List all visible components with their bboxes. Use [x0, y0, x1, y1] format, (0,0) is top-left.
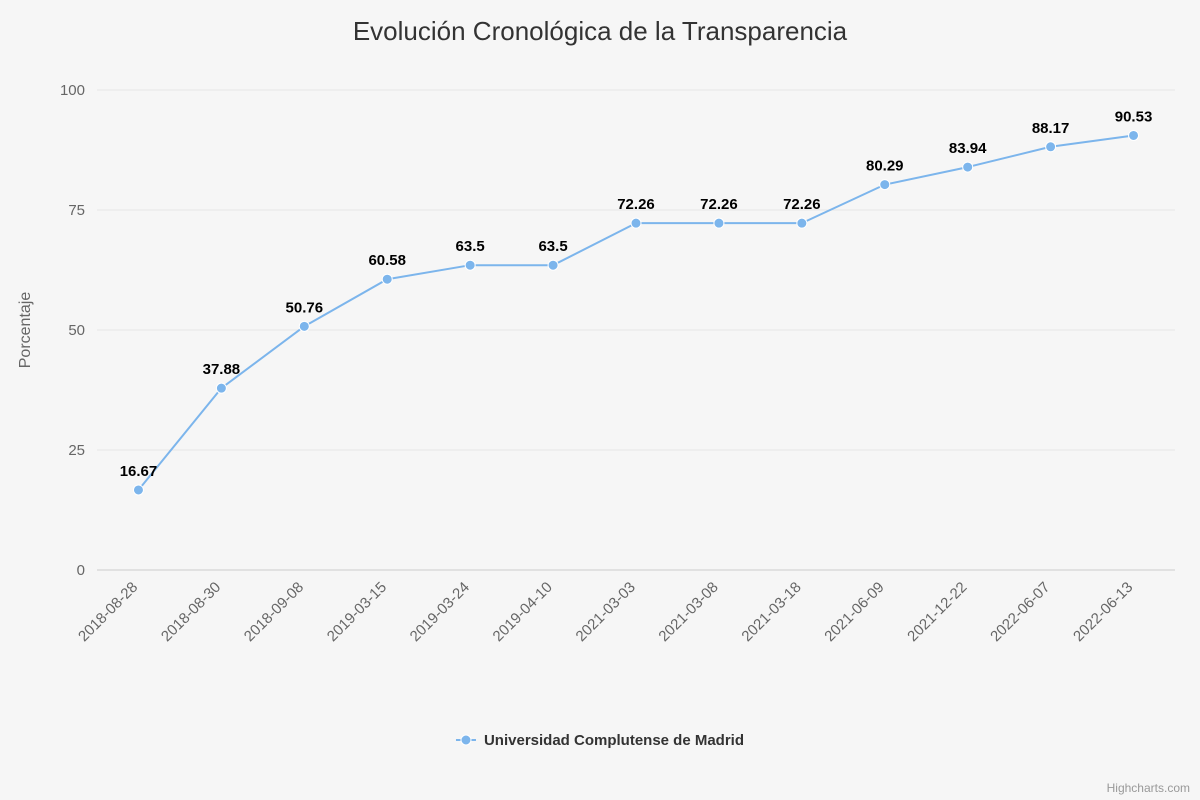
- data-label: 72.26: [617, 196, 655, 213]
- y-axis-label: Porcentaje: [17, 292, 34, 369]
- data-label: 50.76: [286, 299, 324, 316]
- data-label: 90.53: [1115, 108, 1153, 125]
- data-label: 72.26: [783, 196, 821, 213]
- data-label: 37.88: [203, 361, 241, 378]
- chart-credit[interactable]: Highcharts.com: [1107, 781, 1190, 795]
- data-point[interactable]: [880, 180, 890, 190]
- ytick-label: 75: [68, 202, 85, 219]
- data-label: 60.58: [368, 252, 406, 269]
- data-point[interactable]: [382, 274, 392, 284]
- chart-svg: Evolución Cronológica de la Transparenci…: [0, 0, 1200, 800]
- data-point[interactable]: [797, 218, 807, 228]
- data-label: 63.5: [456, 238, 485, 255]
- data-label: 83.94: [949, 140, 987, 157]
- data-label: 80.29: [866, 158, 904, 175]
- data-label: 72.26: [700, 196, 738, 213]
- data-label: 88.17: [1032, 120, 1070, 137]
- data-point[interactable]: [1046, 142, 1056, 152]
- ytick-label: 0: [77, 562, 85, 579]
- ytick-label: 50: [68, 322, 85, 339]
- ytick-label: 100: [60, 82, 85, 99]
- ytick-label: 25: [68, 442, 85, 459]
- data-label: 63.5: [538, 238, 567, 255]
- data-point[interactable]: [216, 383, 226, 393]
- chart-background: [0, 0, 1200, 800]
- data-point[interactable]: [714, 218, 724, 228]
- data-point[interactable]: [1129, 130, 1139, 140]
- data-point[interactable]: [548, 260, 558, 270]
- data-label: 16.67: [120, 463, 158, 480]
- svg-text:Universidad Complutense de Mad: Universidad Complutense de Madrid: [484, 732, 744, 749]
- chart-title: Evolución Cronológica de la Transparenci…: [353, 16, 848, 46]
- data-point[interactable]: [963, 162, 973, 172]
- data-point[interactable]: [133, 485, 143, 495]
- legend-item[interactable]: Universidad Complutense de Madrid: [456, 732, 744, 749]
- data-point[interactable]: [631, 218, 641, 228]
- chart-container: Evolución Cronológica de la Transparenci…: [0, 0, 1200, 800]
- data-point[interactable]: [299, 321, 309, 331]
- data-point[interactable]: [465, 260, 475, 270]
